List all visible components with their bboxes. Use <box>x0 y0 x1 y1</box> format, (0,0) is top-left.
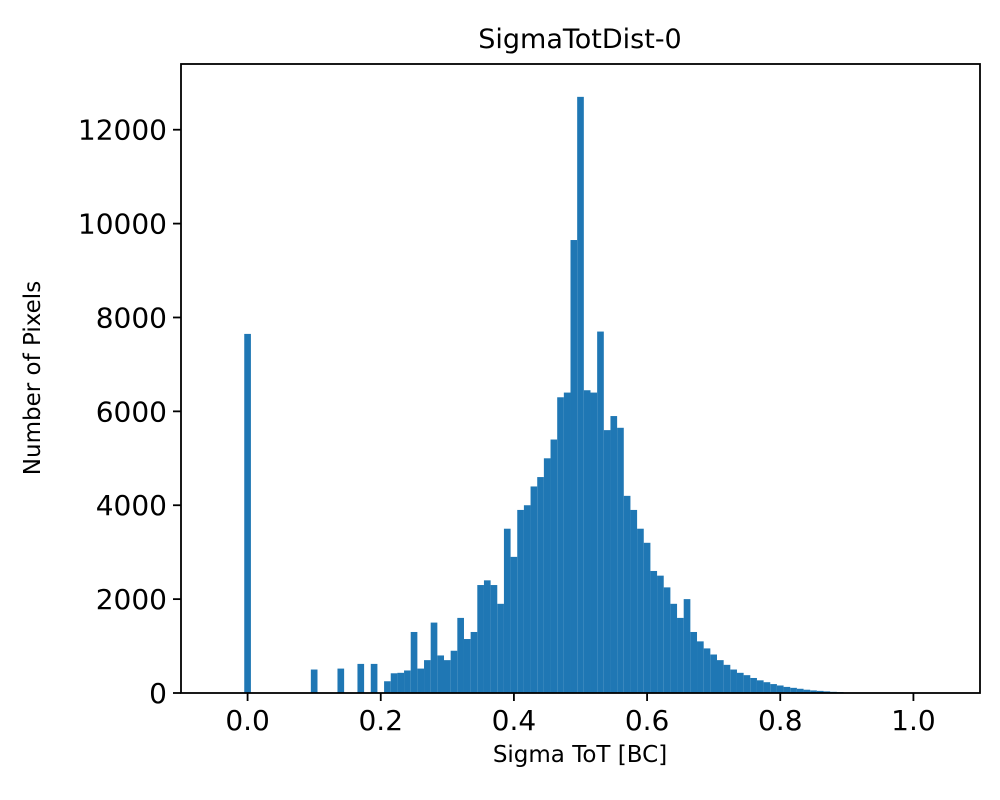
histogram-bar <box>390 673 398 693</box>
y-tick-label: 4000 <box>96 489 167 522</box>
histogram-bar <box>783 686 791 693</box>
histogram-bar <box>763 682 771 693</box>
x-tick-label: 0.2 <box>358 704 403 737</box>
histogram-bar <box>683 599 691 693</box>
bars-group <box>244 96 851 694</box>
x-tick-label: 0.0 <box>225 704 270 737</box>
y-axis-ticks: 0 2000 4000 6000 8000 10000 12000 <box>78 114 181 710</box>
y-tick-label: 0 <box>149 677 167 710</box>
histogram-bar <box>723 664 731 693</box>
histogram-bar <box>430 622 438 693</box>
histogram-bar <box>397 672 405 693</box>
histogram-bar <box>437 655 445 693</box>
y-tick-label: 10000 <box>78 208 167 241</box>
histogram-bar <box>370 663 378 693</box>
chart-title: SigmaTotDist-0 <box>478 24 682 55</box>
histogram-bar <box>717 660 724 693</box>
histogram-bar <box>450 650 458 693</box>
histogram-bar <box>690 631 698 693</box>
x-tick-label: 0.6 <box>625 704 670 737</box>
histogram-bar <box>670 603 678 693</box>
histogram-bar <box>444 660 451 693</box>
histogram-bar <box>750 677 757 693</box>
histogram-bar <box>643 542 651 693</box>
x-axis-label: Sigma ToT [BC] <box>493 742 667 768</box>
histogram-bar <box>543 458 551 693</box>
y-tick-label: 8000 <box>96 301 167 334</box>
histogram-bar <box>803 689 811 693</box>
histogram-bar <box>583 390 591 693</box>
histogram-bar <box>463 639 471 693</box>
histogram-bar <box>637 528 644 693</box>
histogram-bar <box>357 663 365 693</box>
histogram-bar <box>657 575 664 693</box>
histogram-bar <box>470 631 478 693</box>
histogram-bar <box>503 528 511 693</box>
histogram-bar <box>537 477 544 693</box>
histogram-bar <box>490 585 498 693</box>
x-tick-label: 1.0 <box>891 704 936 737</box>
histogram-bar <box>510 556 518 693</box>
histogram-bar <box>404 670 411 693</box>
histogram-bar <box>790 687 797 693</box>
histogram-bar <box>550 439 558 693</box>
histogram-bar <box>517 509 524 693</box>
histogram-bar <box>590 392 598 693</box>
histogram-bar <box>384 681 391 693</box>
histogram-bar <box>736 672 744 693</box>
histogram-bar <box>697 641 704 693</box>
histogram-bar <box>770 684 777 693</box>
histogram-bar <box>663 587 671 693</box>
histogram-bar <box>410 631 418 693</box>
histogram-bar <box>523 505 531 693</box>
histogram-bar <box>776 685 784 693</box>
y-tick-label: 6000 <box>96 395 167 428</box>
histogram-bar <box>483 580 491 693</box>
y-tick-label: 12000 <box>78 114 167 147</box>
y-tick-label: 2000 <box>96 583 167 616</box>
histogram-bar <box>597 331 604 693</box>
histogram-bar <box>497 603 504 693</box>
histogram-bar <box>810 690 817 693</box>
histogram-bar <box>477 585 484 693</box>
histogram-bar <box>710 654 717 693</box>
histogram-bar <box>677 617 684 693</box>
histogram-bar <box>796 688 804 693</box>
histogram-bar <box>417 668 425 693</box>
histogram-bar <box>623 495 631 693</box>
histogram-bar <box>603 430 611 693</box>
histogram-bar <box>563 392 571 693</box>
y-axis-label: Number of Pixels <box>20 281 46 475</box>
histogram-bar <box>557 397 564 693</box>
histogram-bar <box>617 427 624 693</box>
histogram-bar <box>743 675 751 693</box>
histogram-bar <box>310 669 318 693</box>
histogram-bar <box>630 509 638 693</box>
histogram-bar <box>610 416 618 693</box>
axes-frame <box>180 63 981 694</box>
histogram-bar <box>530 486 538 693</box>
histogram-bar <box>577 96 584 694</box>
x-tick-label: 0.4 <box>492 704 537 737</box>
histogram-bar <box>650 570 658 693</box>
histogram-bar <box>570 240 578 693</box>
histogram-bar <box>756 680 764 693</box>
x-axis-ticks: 0.0 0.2 0.4 0.6 0.8 1.0 <box>225 693 936 737</box>
histogram-bar <box>244 333 251 693</box>
x-tick-label: 0.8 <box>758 704 803 737</box>
histogram-bar <box>730 669 737 693</box>
histogram-bar <box>816 690 824 693</box>
histogram-bar <box>457 617 464 693</box>
histogram-bar <box>424 660 431 693</box>
histogram-bar <box>337 668 345 693</box>
histogram-bar <box>703 648 711 693</box>
